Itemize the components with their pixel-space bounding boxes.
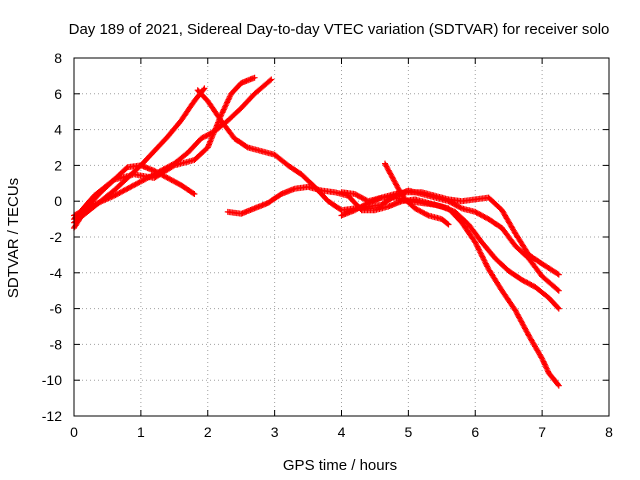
x-tick-label: 0: [70, 424, 78, 440]
y-tick-label: 6: [54, 86, 62, 102]
x-tick-label: 4: [338, 424, 346, 440]
y-tick-label: -8: [50, 336, 63, 352]
x-tick-label: 8: [605, 424, 613, 440]
series-track-i: [382, 160, 452, 228]
y-tick-label: 4: [54, 122, 62, 138]
series-track-h: [338, 189, 562, 278]
x-tick-label: 7: [538, 424, 546, 440]
y-tick-label: -10: [42, 372, 62, 388]
series-track-e: [194, 87, 562, 294]
y-tick-label: -6: [50, 301, 63, 317]
y-axis-label: SDTVAR / TECUs: [5, 178, 22, 298]
y-tick-label: 2: [54, 157, 62, 173]
x-tick-label: 5: [404, 424, 412, 440]
x-tick-label: 2: [204, 424, 212, 440]
series-markers: [224, 183, 562, 312]
y-tick-label: -2: [50, 229, 63, 245]
y-tick-labels: -12 -10 -8 -6 -4 -2 0 2 4 6 8: [42, 50, 62, 424]
grid: [74, 58, 609, 416]
x-tick-labels: 0 1 2 3 4 5 6 7 8: [70, 424, 613, 440]
y-tick-label: -12: [42, 408, 62, 424]
x-axis-label: GPS time / hours: [283, 457, 397, 474]
series-track-f: [224, 183, 562, 312]
plot-frame: [73, 57, 610, 417]
y-tick-label: 8: [54, 50, 62, 66]
y-tick-label: 0: [54, 193, 62, 209]
series-markers: [382, 160, 452, 228]
x-tick-label: 6: [471, 424, 479, 440]
series-markers: [194, 87, 562, 294]
y-tick-label: -4: [50, 265, 63, 281]
series-markers: [338, 189, 562, 278]
series-layer: [71, 74, 562, 389]
chart-title: Day 189 of 2021, Sidereal Day-to-day VTE…: [69, 21, 610, 38]
x-tick-label: 1: [137, 424, 145, 440]
x-tick-label: 3: [271, 424, 279, 440]
